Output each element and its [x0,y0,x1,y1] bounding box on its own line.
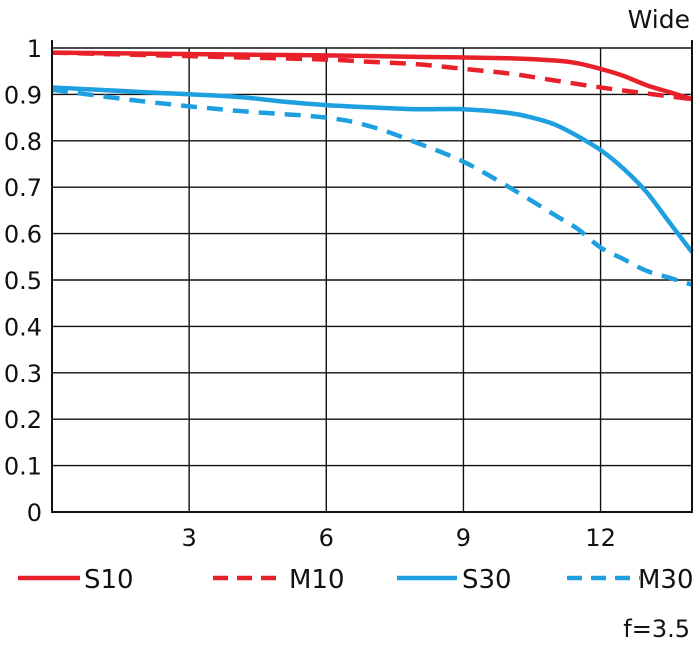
legend-label-m30: M30 [638,565,694,595]
y-tick-label: 0.5 [4,267,42,295]
legend-layer: S10 M10 S30 M30 [18,565,694,595]
y-tick-label: 0.6 [4,221,42,249]
series-layer [51,50,694,287]
aperture-label: f=3.5 [623,615,690,643]
series-line-s10 [51,50,693,102]
x-tick-label: 6 [319,524,334,552]
legend-label-m10: M10 [289,565,345,595]
x-tick-label: 3 [182,524,197,552]
series-line-m10 [51,50,693,102]
y-tick-label: 0.9 [4,81,42,109]
label-layer: 0 0.1 0.2 0.3 0.4 0.5 0.6 0.7 0.8 0.9 1 3 6 9 12 [4,35,616,552]
grid-layer [52,47,692,512]
series-line-s30 [51,85,694,254]
plot-frame [51,40,693,513]
y-tick-label: 0.7 [4,174,42,202]
y-tick-label: 0.3 [4,360,42,388]
chart-title: Wide [628,5,690,34]
x-tick-label: 12 [585,524,616,552]
y-tick-label: 0.2 [4,406,42,434]
frame-layer [51,40,693,513]
y-tick-label: 0.1 [4,453,42,481]
legend-label-s10: S10 [84,565,134,595]
y-tick-label: 0.8 [4,128,42,156]
y-tick-label: 0.4 [4,313,42,341]
series-line-m30 [51,87,693,287]
legend-label-s30: S30 [462,565,512,595]
y-tick-label: 1 [27,35,42,63]
x-tick-label: 9 [456,524,471,552]
y-tick-label: 0 [27,499,42,527]
